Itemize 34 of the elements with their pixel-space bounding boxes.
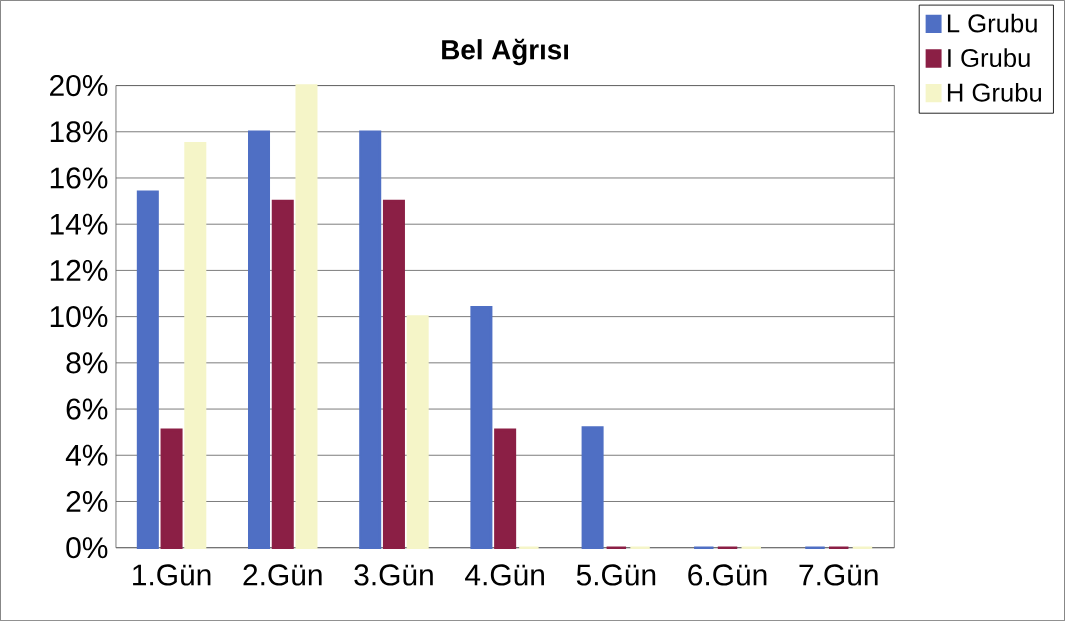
bar [160,428,183,549]
bar [581,426,604,549]
x-tick-label: 5.Gün [576,564,656,586]
chart-title: Bel Ağrısı [442,38,568,66]
bar [248,130,271,549]
bar [382,199,405,549]
y-tick-label: 2% [66,490,108,512]
bar [136,190,159,549]
y-tick-label: 14% [50,213,108,235]
y-tick-label: 4% [65,444,108,466]
x-tick-label: 6.Gün [688,564,767,586]
bar [406,315,429,549]
x-tick-label: 7.Gün [799,564,878,586]
legend-label: H Grubu [947,82,1042,102]
bar [184,142,207,549]
bar [494,428,517,549]
y-tick-label: 10% [50,305,108,328]
legend-label: I Grubu [948,48,1030,68]
x-tick-label: 1.Gün [133,564,211,586]
y-tick-label: 20% [50,74,108,97]
y-tick-label: 12% [50,259,108,281]
bar [359,130,382,549]
y-tick-label: 16% [50,167,108,189]
y-tick-label: 8% [66,352,108,374]
y-tick-label: 6% [66,398,108,420]
y-tick-label: 0% [66,537,108,559]
x-tick-label: 4.Gün [465,564,544,586]
x-tick-label: 3.Gün [354,564,433,586]
bar [470,306,493,549]
bar [271,199,294,549]
x-tick-label: 2.Gün [243,564,322,586]
legend-label: L Grubu [947,13,1037,33]
bar [295,84,318,549]
y-tick-label: 18% [50,121,108,143]
